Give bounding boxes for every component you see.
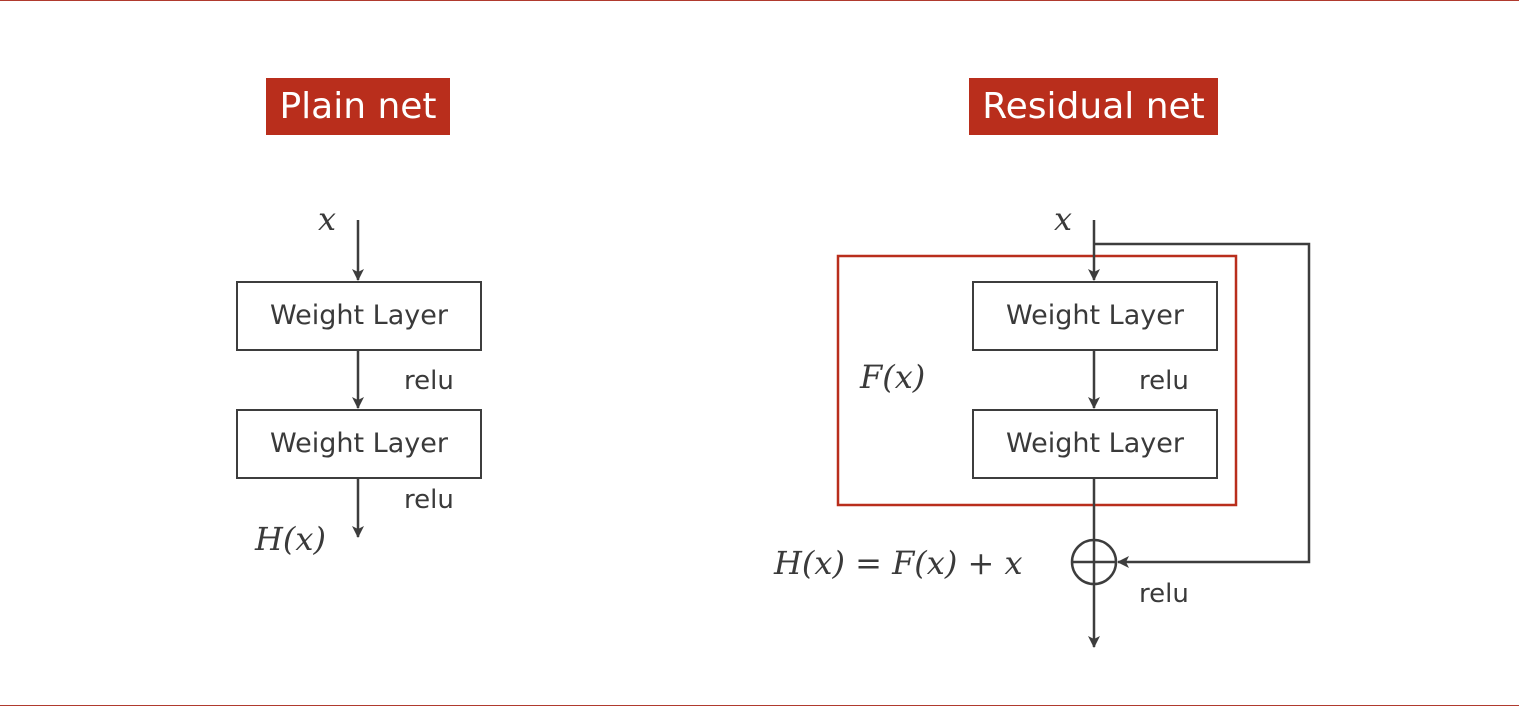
- bottom-rule: [0, 705, 1519, 706]
- residual-block-label: F(x): [860, 358, 926, 396]
- residual-weight-layer-1: Weight Layer: [972, 281, 1218, 351]
- plain-input-label: x: [318, 200, 337, 238]
- residual-relu-1: relu: [1139, 366, 1189, 396]
- residual-weight-layer-2: Weight Layer: [972, 409, 1218, 479]
- plain-weight-layer-1: Weight Layer: [236, 281, 482, 351]
- residual-output-equation: H(x) = F(x) + x: [774, 544, 1023, 582]
- top-rule: [0, 0, 1519, 1]
- plain-output-label: H(x): [255, 520, 326, 558]
- plain-relu-2: relu: [404, 485, 454, 515]
- residual-relu-2: relu: [1139, 579, 1189, 609]
- plain-weight-layer-2: Weight Layer: [236, 409, 482, 479]
- skip-connection: [1094, 242, 1311, 568]
- residual-input-label: x: [1054, 200, 1073, 238]
- residual-net-title: Residual net: [969, 78, 1218, 135]
- plain-relu-1: relu: [404, 366, 454, 396]
- sum-node-icon: [1070, 538, 1118, 586]
- residual-block-frame: [836, 254, 1238, 507]
- plain-net-title: Plain net: [266, 78, 450, 135]
